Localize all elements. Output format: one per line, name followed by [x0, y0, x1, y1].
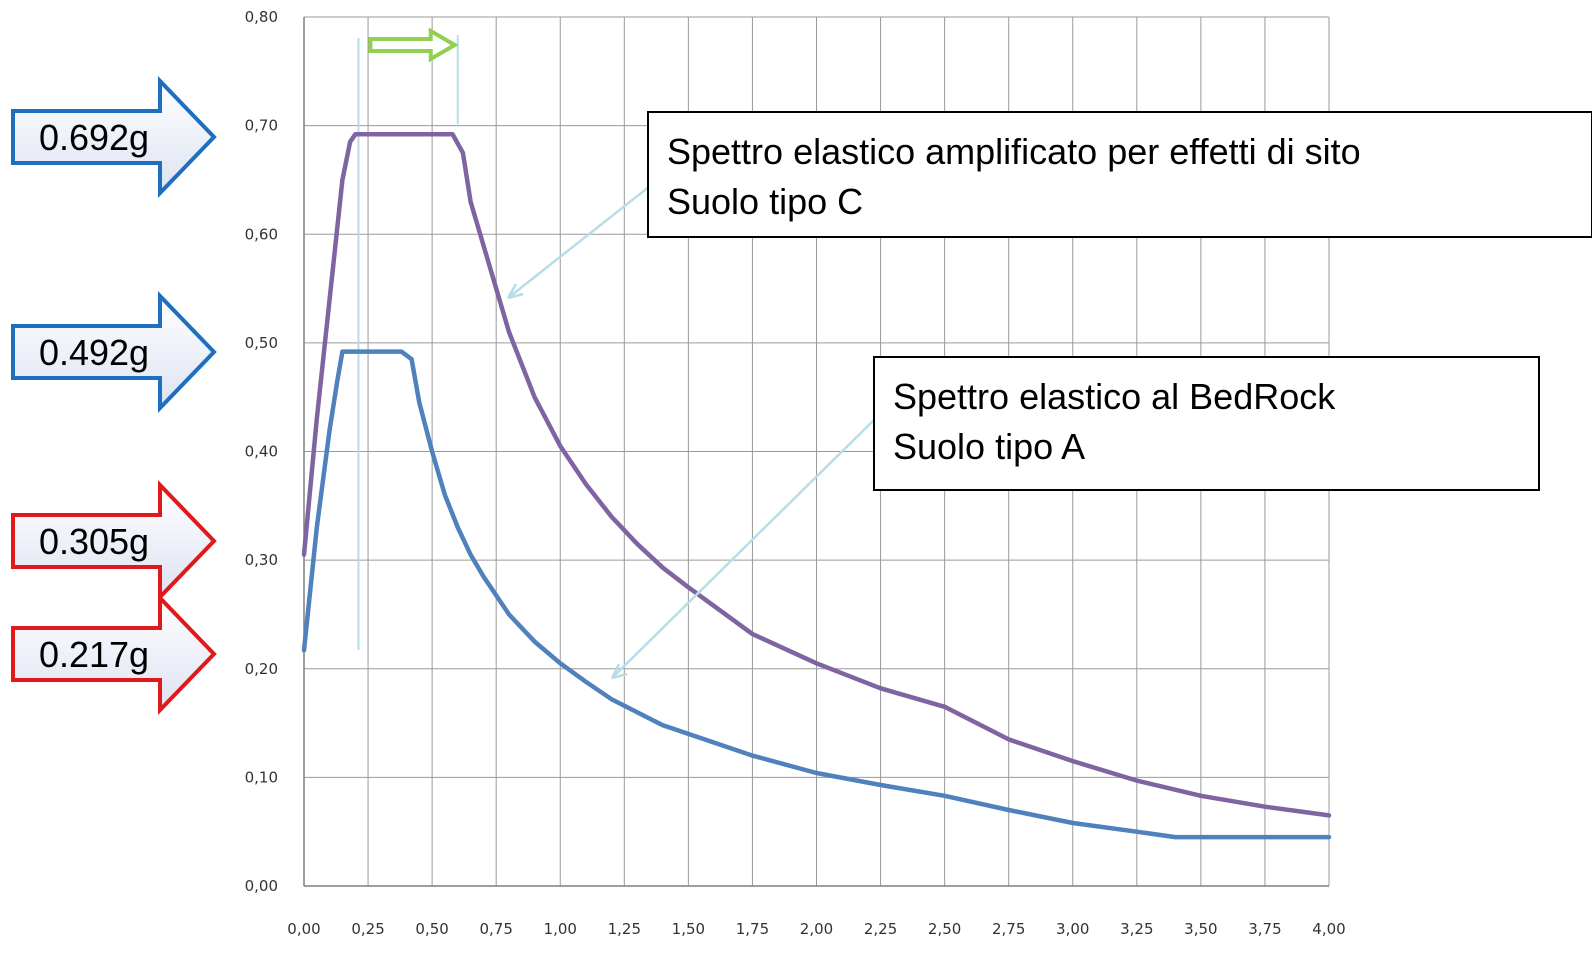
- callout-line-1: Spettro elastico al BedRock: [893, 376, 1336, 417]
- y-tick-label: 0,80: [245, 8, 278, 26]
- callout-box-suolo-c: [647, 111, 1592, 238]
- y-tick-label: 0,70: [245, 117, 278, 135]
- x-tick-label: 4,00: [1312, 920, 1345, 938]
- x-tick-label: 3,75: [1248, 920, 1281, 938]
- y-tick-label: 0,20: [245, 660, 278, 678]
- x-tick-label: 2,50: [928, 920, 961, 938]
- callout-pointers: [506, 185, 875, 680]
- value-arrow-label: 0.217g: [39, 634, 149, 675]
- pointer-line-c: [507, 185, 651, 299]
- y-tick-label: 0,50: [245, 334, 278, 352]
- x-tick-label: 0,00: [287, 920, 320, 938]
- value-arrow: [11, 593, 217, 715]
- callout-line-2: Suolo tipo A: [893, 426, 1085, 467]
- value-arrow: [11, 291, 217, 413]
- y-tick-label: 0,10: [245, 768, 278, 786]
- x-tick-label: 1,25: [608, 920, 641, 938]
- x-tick-label: 2,25: [864, 920, 897, 938]
- x-tick-labels: 0,00 0,25 0,50 0,75 1,00 1,25 1,50 1,75 2,00 2,25…: [287, 920, 1345, 938]
- x-tick-label: 2,75: [992, 920, 1025, 938]
- x-tick-label: 2,00: [800, 920, 833, 938]
- x-tick-label: 1,75: [736, 920, 769, 938]
- x-tick-label: 0,25: [351, 920, 384, 938]
- value-arrows: 0.692g 0.492g 0.305g 0.217g: [11, 76, 217, 715]
- pointer-line-a: [611, 419, 875, 679]
- series-lines: [301, 132, 1332, 840]
- callout-line-1: Spettro elastico amplificato per effetti…: [667, 131, 1361, 172]
- callout-box-suolo-a: [873, 356, 1540, 491]
- callout-boxes: Spettro elastico amplificato per effetti…: [647, 111, 1592, 491]
- value-arrow-label: 0.492g: [39, 332, 149, 373]
- pointer-head-a: [610, 663, 628, 680]
- y-tick-label: 0,40: [245, 443, 278, 461]
- plateau-marker: [357, 27, 459, 650]
- x-tick-label: 1,50: [672, 920, 705, 938]
- x-tick-label: 3,25: [1120, 920, 1153, 938]
- x-tick-label: 3,50: [1184, 920, 1217, 938]
- x-tick-label: 3,00: [1056, 920, 1089, 938]
- plateau-arrow: [368, 27, 459, 63]
- value-arrow-label: 0.692g: [39, 117, 149, 158]
- y-tick-label: 0,60: [245, 225, 278, 243]
- callout-line-2: Suolo tipo C: [667, 181, 863, 222]
- value-arrow: [11, 480, 217, 602]
- y-tick-label: 0,00: [245, 877, 278, 895]
- y-tick-label: 0,30: [245, 551, 278, 569]
- x-tick-label: 0,75: [479, 920, 512, 938]
- x-tick-label: 0,50: [415, 920, 448, 938]
- series-line-suolo-c: [301, 132, 1332, 818]
- pointer-head-c: [506, 283, 524, 300]
- value-arrow: [11, 76, 217, 198]
- x-tick-label: 1,00: [544, 920, 577, 938]
- y-tick-labels: 0,00 0,10 0,20 0,30 0,40 0,50 0,60 0,70 0,80: [245, 8, 278, 895]
- plot-axes: [303, 17, 1329, 887]
- value-arrow-label: 0.305g: [39, 521, 149, 562]
- series-line-suolo-a: [301, 349, 1332, 840]
